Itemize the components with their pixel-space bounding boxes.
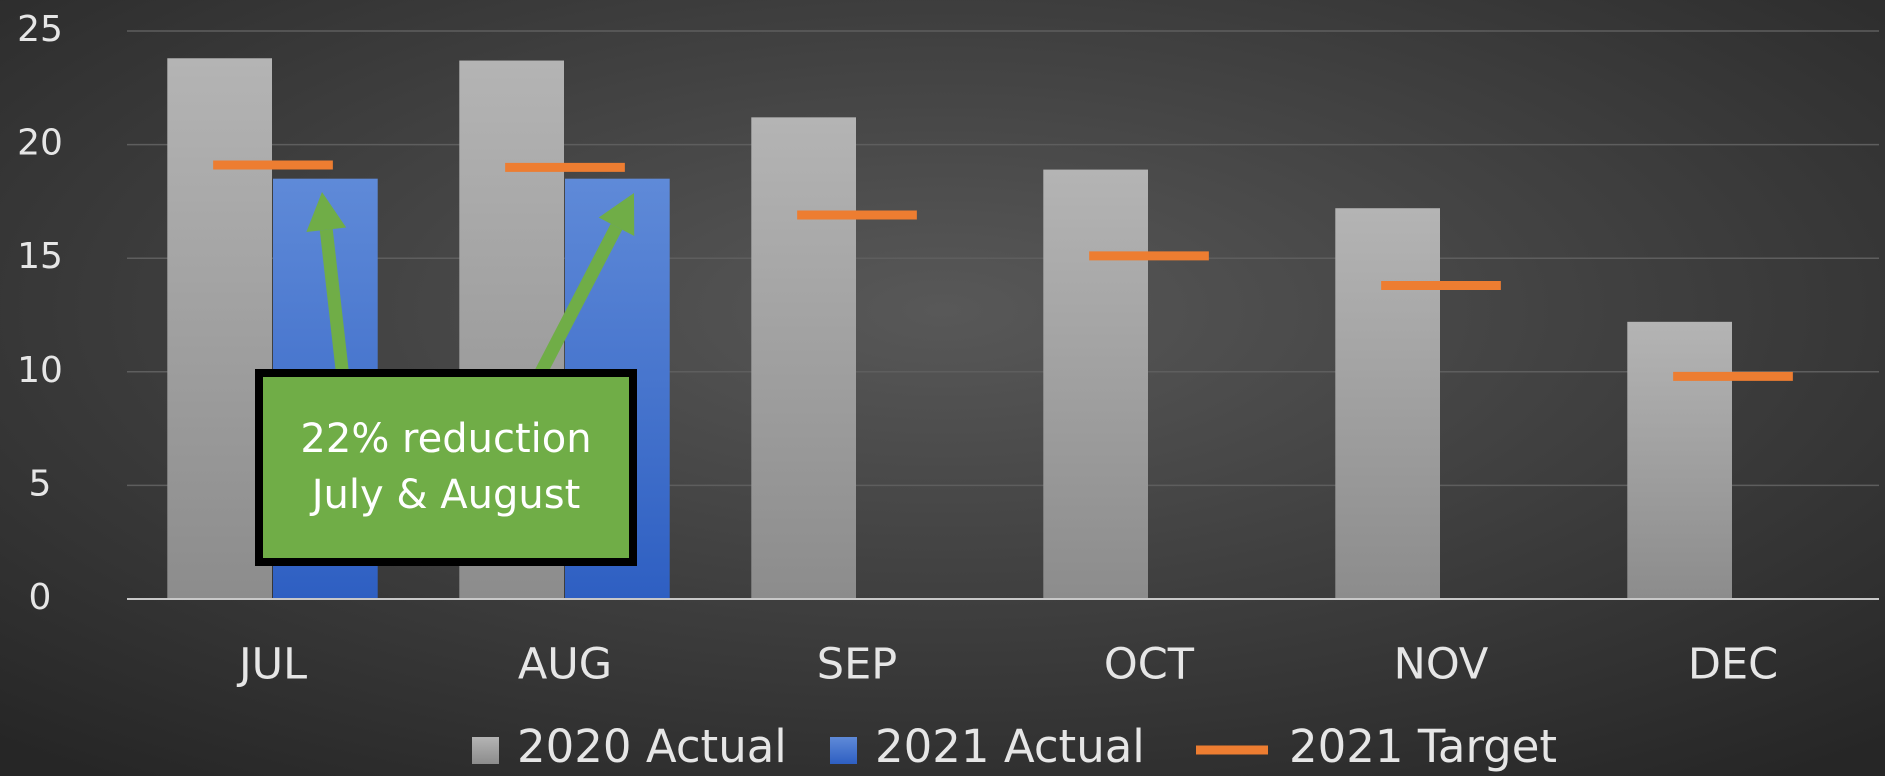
bar — [167, 58, 272, 600]
bar — [751, 117, 856, 599]
y-tick-label: 10 — [17, 350, 63, 391]
x-tick-label: DEC — [1688, 640, 1778, 690]
y-tick-label: 20 — [17, 123, 63, 164]
legend-swatch — [472, 737, 499, 764]
x-tick-label: AUG — [518, 640, 612, 690]
bar — [1335, 208, 1440, 599]
arrow-head — [598, 193, 635, 236]
legend-label: 2021 Target — [1289, 720, 1557, 773]
y-tick-label: 0 — [29, 577, 52, 618]
arrow-head — [306, 192, 347, 233]
y-tick-label: 15 — [17, 236, 63, 277]
y-tick-label: 25 — [17, 9, 63, 50]
y-tick-label: 5 — [29, 463, 52, 504]
annotation-box — [255, 369, 637, 566]
legend-label: 2021 Actual — [875, 720, 1145, 773]
annotation-text: 22% reduction — [300, 416, 591, 462]
annotation-arrow — [533, 223, 623, 379]
annotation-arrow — [319, 229, 350, 379]
x-tick-label: SEP — [817, 640, 897, 690]
x-tick-label: OCT — [1104, 640, 1195, 690]
bar — [1043, 169, 1148, 600]
x-tick-label: NOV — [1394, 640, 1489, 690]
legend-label: 2020 Actual — [517, 720, 787, 773]
legend-swatch — [830, 737, 857, 764]
x-tick-label: JUL — [236, 640, 307, 690]
annotation-text: July & August — [309, 472, 581, 518]
bar — [1627, 321, 1732, 599]
